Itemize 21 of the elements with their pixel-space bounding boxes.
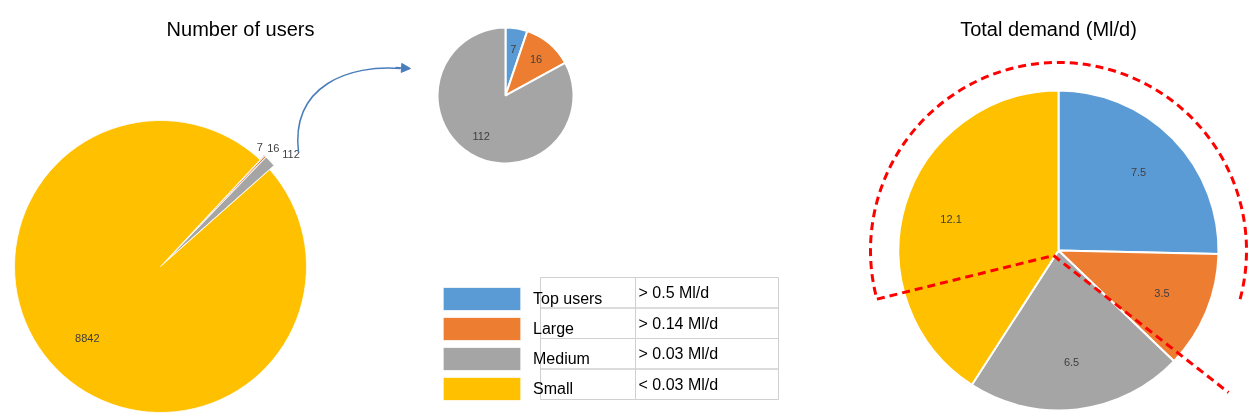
legend-label: Small [533,378,574,399]
data-label: 7 [256,141,263,154]
text: < 0.03 Ml/d [638,375,719,393]
legend-label: Large [533,318,574,339]
data-label: 7.5 [1130,166,1147,179]
text: > 0.5 Ml/d [638,284,710,302]
legend-label: Medium [533,348,590,369]
legend-label: Top users [533,288,603,309]
data-label: 16 [529,53,543,66]
data-label: 12.1 [940,212,962,225]
data-label: 3.5 [1154,287,1170,300]
data-label: 112 [282,147,300,160]
data-label: 16 [267,142,280,155]
text: > 0.14 Ml/d [638,314,719,332]
data-label: 112 [472,130,490,143]
data-label: 7 [510,42,517,55]
chart-title: Total demand (Ml/d) [960,17,1137,40]
chart-title: Number of users [166,17,315,40]
data-label: 6.5 [1063,355,1080,368]
text: > 0.03 Ml/d [638,345,719,363]
data-label: 8842 [75,331,100,344]
